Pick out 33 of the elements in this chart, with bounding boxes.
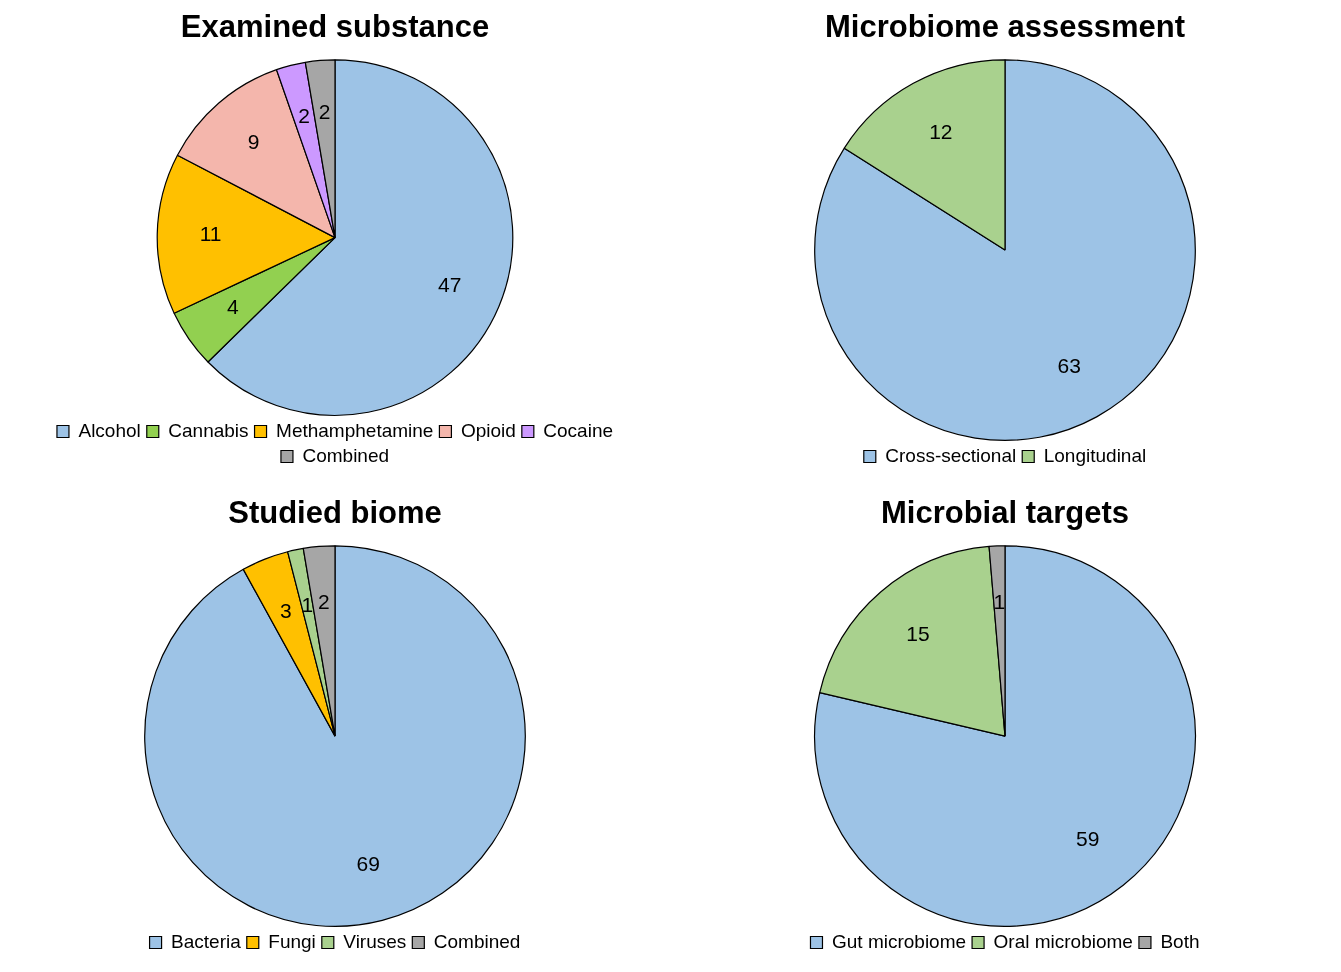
chart-title: Studied biome <box>228 495 442 531</box>
legend-label: Viruses <box>343 930 407 952</box>
legend-label: Longitudinal <box>1043 444 1147 466</box>
data-label: 1 <box>301 592 314 616</box>
legend-label: Both <box>1160 930 1200 952</box>
legend-label: Gut microbiome <box>831 930 967 952</box>
data-label: 2 <box>318 590 330 614</box>
legend-label: Alcohol <box>78 419 141 441</box>
legend-label: Cocaine <box>543 419 614 441</box>
data-label: 15 <box>906 622 930 646</box>
legend-label: Methamphetamine <box>276 419 434 441</box>
legend-label: Combined <box>302 444 390 466</box>
data-label: 3 <box>280 599 292 623</box>
data-label: 59 <box>1076 827 1100 851</box>
legend-label: Combined <box>433 930 521 952</box>
data-label: 2 <box>318 100 331 124</box>
data-label: 11 <box>199 221 222 245</box>
chart-title: Microbiome assessment <box>824 9 1186 45</box>
legend-label: Fungi <box>268 930 316 952</box>
legend-label: Bacteria <box>171 930 242 952</box>
data-label: 47 <box>438 272 462 296</box>
data-label: 69 <box>356 851 380 875</box>
legend-label: Oral microbiome <box>993 930 1133 952</box>
data-label: 4 <box>226 295 239 319</box>
legend-label: Cannabis <box>168 419 249 441</box>
data-label: 2 <box>298 103 310 127</box>
chart-title: Examined substance <box>180 9 490 45</box>
legend-label: Cross-sectional <box>885 444 1017 466</box>
data-label: 9 <box>247 130 260 154</box>
data-label: 12 <box>929 120 953 144</box>
data-label: 63 <box>1057 353 1081 377</box>
legend-label: Opioid <box>460 419 516 441</box>
chart-title: Microbial targets <box>880 495 1130 531</box>
